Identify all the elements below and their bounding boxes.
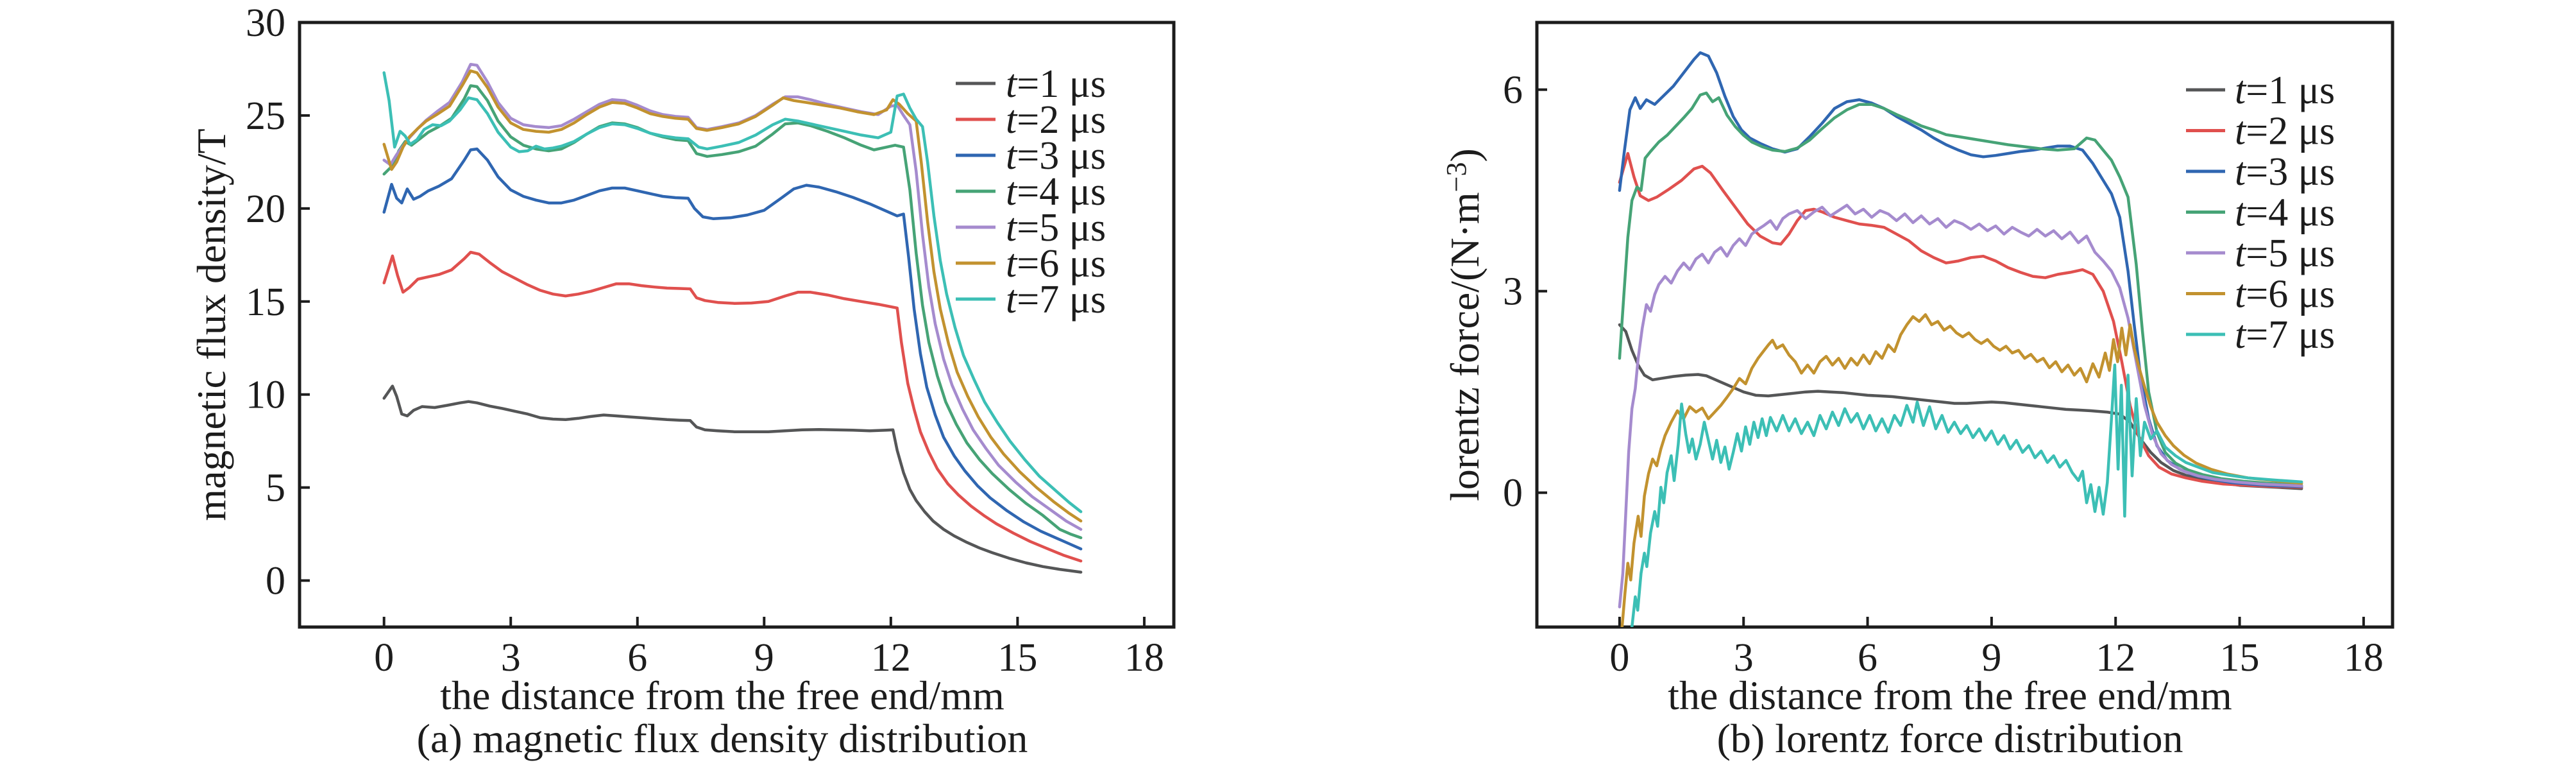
y-tick-label: 30: [246, 1, 285, 45]
y-tick-label: 25: [246, 94, 285, 138]
x-tick-label: 18: [2344, 636, 2384, 680]
series-line-5: [1618, 203, 2303, 608]
panel-b-plot: [1618, 51, 2303, 627]
legend-label-6: t=6 μs: [2235, 273, 2335, 316]
series-line-7: [382, 71, 1083, 513]
panel-b-legend: t=1 μst=2 μst=3 μst=4 μst=5 μst=6 μst=7 …: [2186, 69, 2335, 357]
plot-box: [1535, 21, 2394, 629]
legend-label-7: t=7 μs: [1006, 278, 1106, 322]
x-tick-label: 3: [1734, 636, 1754, 680]
x-tick-label: 0: [374, 636, 394, 680]
y-tick-label: 15: [246, 280, 285, 324]
x-tick-label: 12: [871, 636, 911, 680]
legend-label-7: t=7 μs: [2235, 313, 2335, 357]
x-tick-label: 6: [1858, 636, 1877, 680]
series-line-3: [1618, 51, 2303, 488]
panel-a: 0 3 6 9 12 15 18 0 5 10 15 20 25 30 t=1 μst=2 μst=3 μ…: [189, 1, 1176, 761]
series-line-2: [1618, 151, 2303, 489]
legend-label-4: t=4 μs: [1006, 170, 1106, 214]
plot-box: [298, 21, 1176, 629]
panel-b-ylabel: lorentz force/(N·m−3): [1441, 148, 1487, 501]
x-tick-label: 0: [1609, 636, 1629, 680]
y-tick-label: 0: [266, 560, 285, 603]
series-line-1: [382, 384, 1083, 574]
legend-label-5: t=5 μs: [1006, 206, 1106, 250]
y-tick-label: 20: [246, 187, 285, 231]
panel-b-ylabel-end: ): [1442, 148, 1487, 162]
y-tick-label: 5: [266, 467, 285, 510]
x-tick-label: 9: [1981, 636, 2001, 680]
y-tick-label: 3: [1503, 270, 1523, 314]
x-tick-label: 18: [1124, 636, 1164, 680]
legend-label-1: t=1 μs: [2235, 69, 2335, 112]
legend-label-1: t=1 μs: [1006, 62, 1106, 106]
y-tick-label: 6: [1503, 69, 1523, 112]
y-tick-label: 0: [1503, 472, 1523, 515]
panel-a-ylabel: magnetic flux density/T: [189, 128, 234, 521]
panel-a-xlabel: the distance from the free end/mm: [440, 673, 1004, 718]
series-line-3: [382, 147, 1083, 551]
panel-b-axes: 0 3 6 9 12 15 18 0 3 6: [1503, 21, 2394, 680]
x-tick-label: 15: [2220, 636, 2260, 680]
legend-label-2: t=2 μs: [2235, 110, 2335, 153]
x-tick-label: 9: [754, 636, 774, 680]
x-tick-label: 15: [997, 636, 1037, 680]
legend-label-4: t=4 μs: [2235, 191, 2335, 235]
x-tick-label: 12: [2096, 636, 2135, 680]
x-tick-label: 3: [501, 636, 521, 680]
legend-label-6: t=6 μs: [1006, 242, 1106, 286]
panel-a-axes: 0 3 6 9 12 15 18 0 5 10 15 20 25 30: [246, 1, 1176, 680]
legend-label-5: t=5 μs: [2235, 232, 2335, 275]
series-line-2: [382, 250, 1083, 563]
series-line-7: [1630, 363, 2303, 627]
panel-b-caption: (b) lorentz force distribution: [1717, 716, 2183, 761]
panel-b-xlabel: the distance from the free end/mm: [1668, 673, 2232, 718]
series-line-5: [382, 62, 1083, 531]
panel-a-legend: t=1 μst=2 μst=3 μst=4 μst=5 μst=6 μst=7 …: [956, 62, 1106, 322]
x-tick-label: 6: [627, 636, 647, 680]
panel-b-ylabel-main: lorentz force/(N·m: [1442, 192, 1487, 501]
panel-a-plot: [382, 62, 1083, 574]
series-line-6: [382, 69, 1083, 523]
series-line-4: [382, 84, 1083, 540]
panel-b-ylabel-sup: −3: [1441, 162, 1472, 192]
series-line-6: [1620, 313, 2303, 627]
panel-a-caption: (a) magnetic flux density distribution: [417, 716, 1028, 761]
series-line-4: [1618, 91, 2303, 487]
legend-label-3: t=3 μs: [2235, 150, 2335, 194]
y-tick-label: 10: [246, 374, 285, 417]
legend-label-3: t=3 μs: [1006, 134, 1106, 178]
legend-label-2: t=2 μs: [1006, 98, 1106, 142]
